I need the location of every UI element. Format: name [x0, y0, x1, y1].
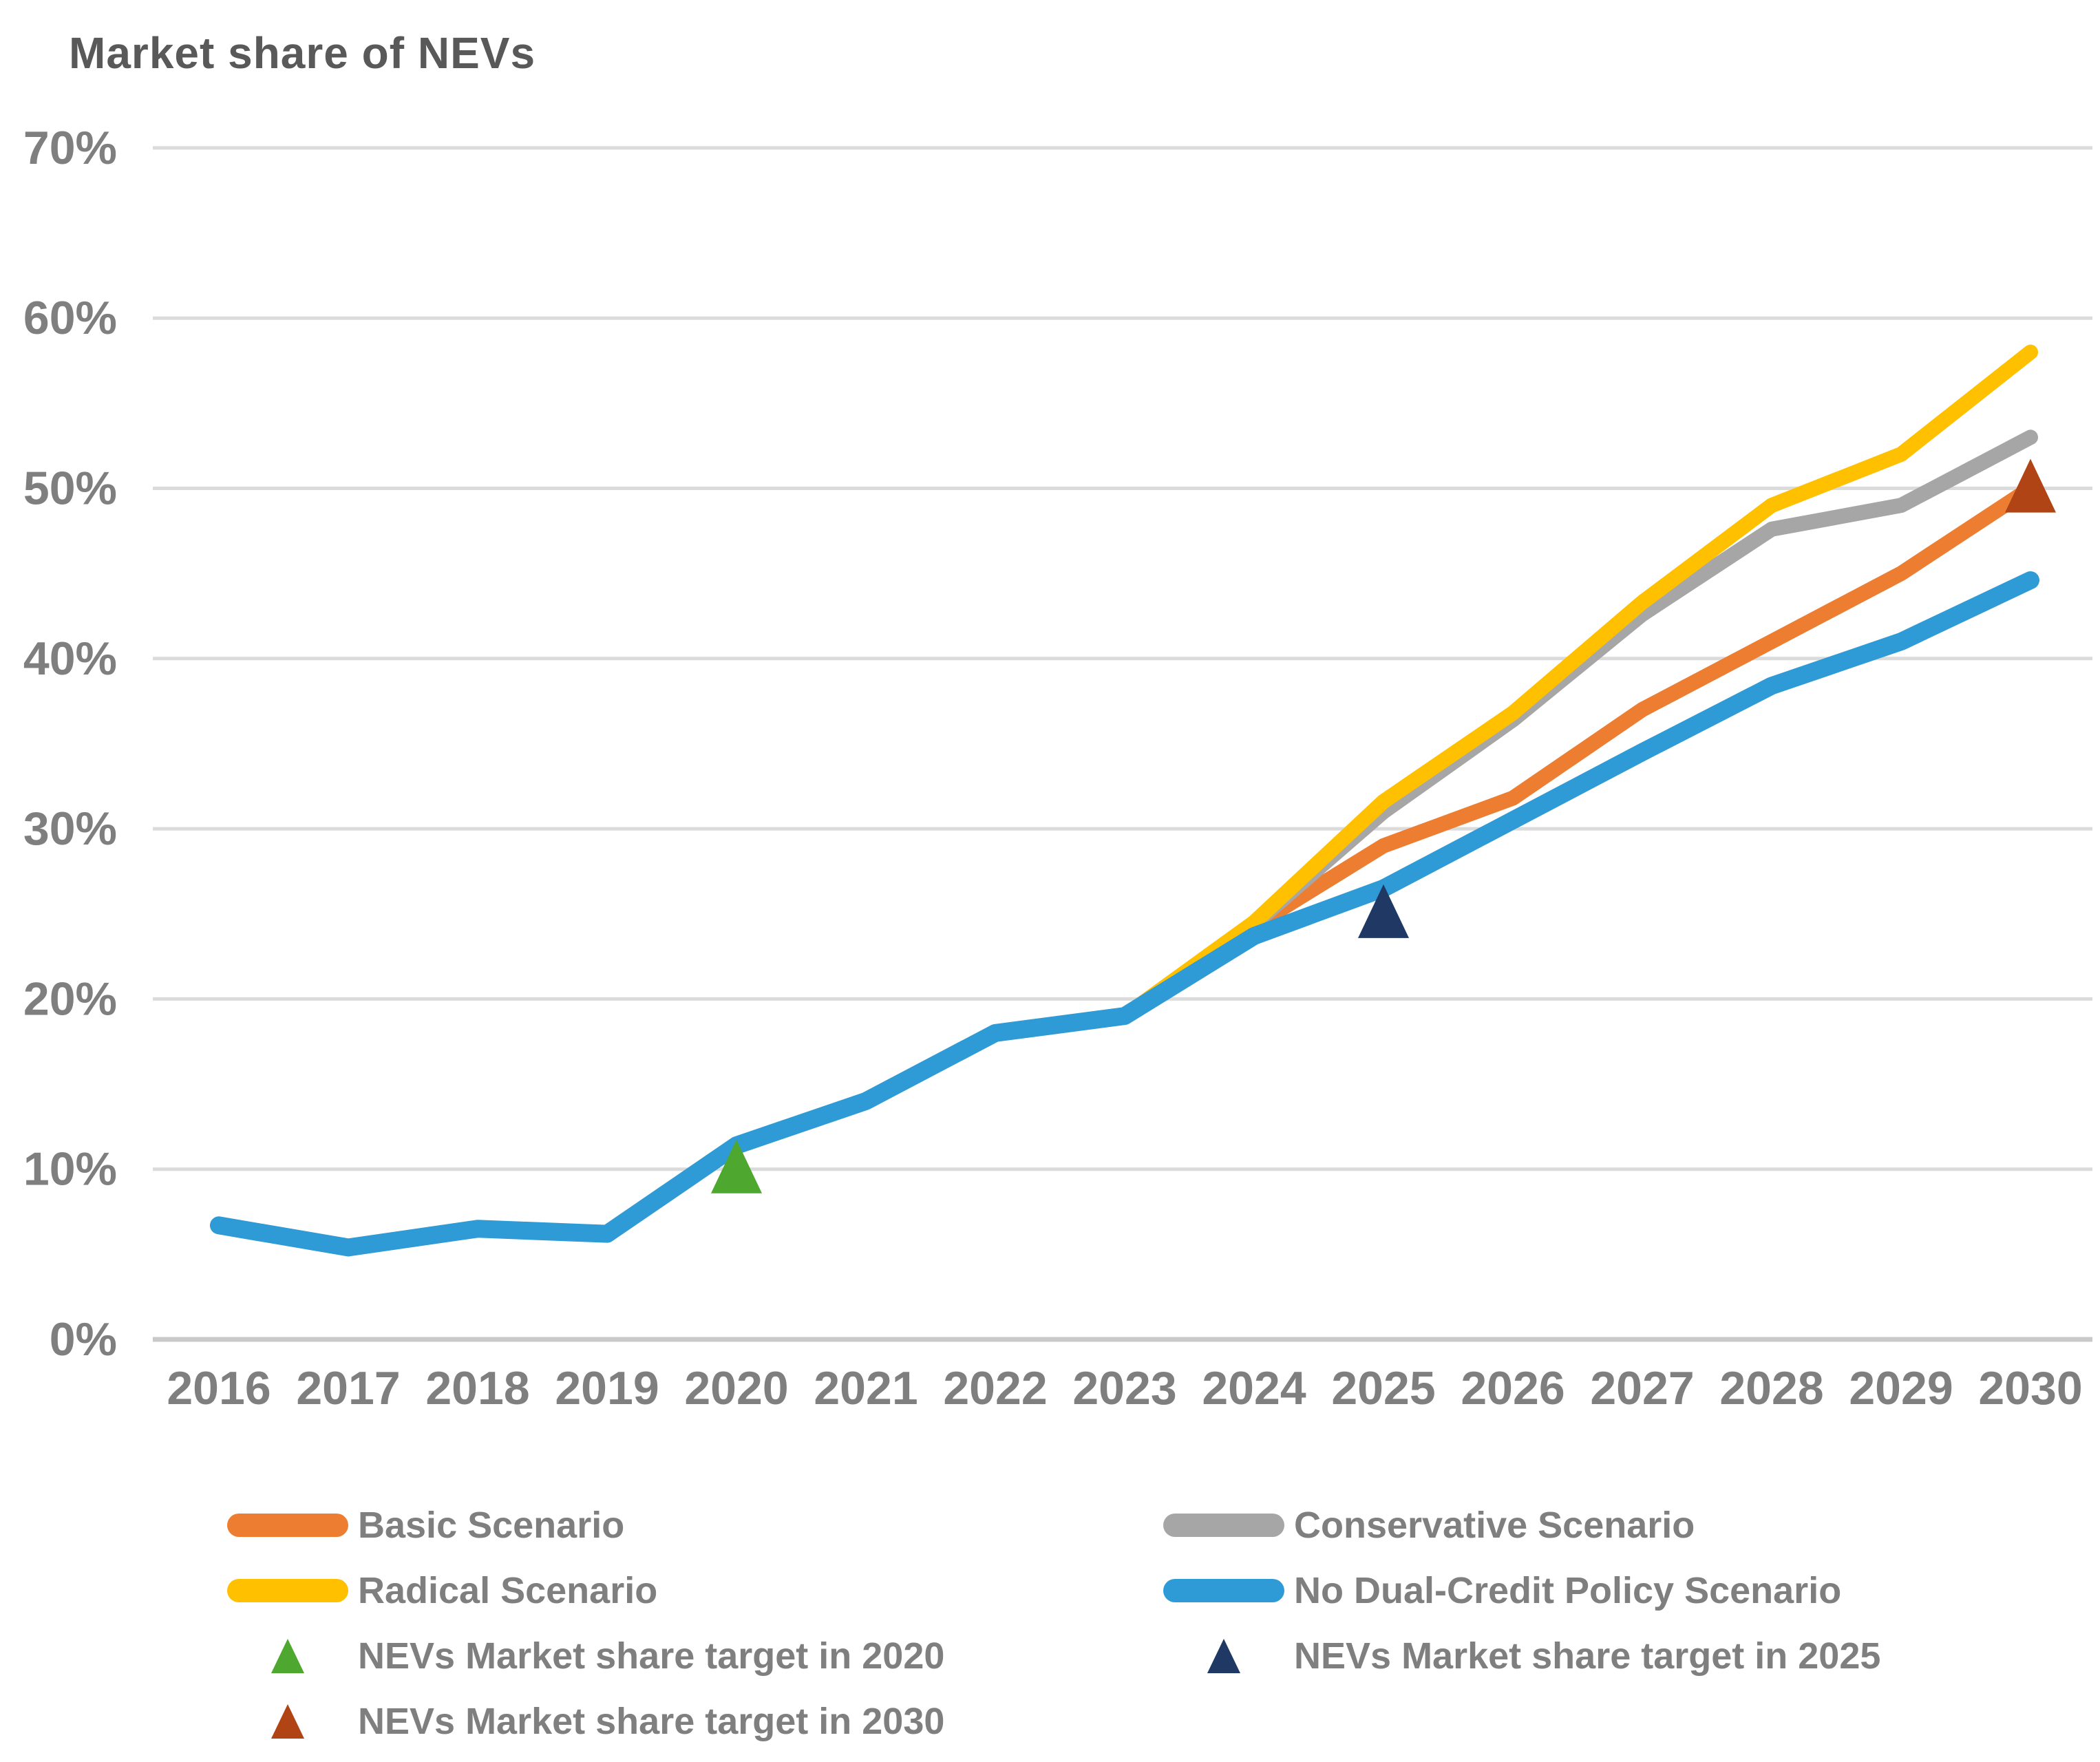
legend-line-swatch	[227, 1513, 348, 1537]
y-tick-label: 40%	[23, 633, 117, 685]
y-tick-label: 30%	[23, 803, 117, 855]
target-marker-nevs-market-share-target-in-2020	[711, 1139, 762, 1193]
legend-line-swatch	[227, 1578, 348, 1602]
x-tick-label: 2029	[1849, 1362, 1953, 1414]
triangle-swatch-shape	[271, 1638, 304, 1673]
line-swatch-shape	[1163, 1513, 1284, 1537]
x-tick-label: 2030	[1978, 1362, 2082, 1414]
x-tick-label: 2024	[1202, 1362, 1306, 1414]
legend-item-nevs-market-share-target-in-2030: NEVs Market share target in 2030	[227, 1688, 1163, 1754]
chart-title: Market share of NEVs	[69, 28, 536, 78]
y-tick-label: 10%	[23, 1143, 117, 1196]
target-marker-nevs-market-share-target-in-2030	[2005, 458, 2056, 513]
series-line-basic-scenario	[211, 480, 2038, 1255]
legend-label: No Dual-Credit Policy Scenario	[1294, 1569, 1842, 1611]
x-tick-label: 2019	[555, 1362, 659, 1414]
x-tick-label: 2018	[425, 1362, 529, 1414]
y-tick-label: 20%	[23, 973, 117, 1025]
x-tick-label: 2016	[167, 1362, 271, 1414]
legend-line-swatch	[1163, 1513, 1284, 1537]
y-tick-label: 50%	[23, 463, 117, 515]
legend-label: NEVs Market share target in 2030	[358, 1700, 945, 1742]
y-tick-label: 60%	[23, 292, 117, 344]
legend-item-nevs-market-share-target-in-2020: NEVs Market share target in 2020	[227, 1623, 1163, 1688]
legend-triangle-icon	[227, 1703, 348, 1739]
legend-label: Conservative Scenario	[1294, 1504, 1695, 1546]
legend-item-basic-scenario: Basic Scenario	[227, 1492, 1163, 1558]
line-swatch-shape	[227, 1578, 348, 1602]
legend-line-swatch	[1163, 1578, 1284, 1602]
x-tick-label: 2020	[684, 1362, 788, 1414]
x-tick-label: 2025	[1331, 1362, 1435, 1414]
x-tick-label: 2021	[814, 1362, 918, 1414]
legend-label: NEVs Market share target in 2020	[358, 1635, 945, 1677]
y-tick-label: 0%	[50, 1313, 117, 1366]
legend-item-nevs-market-share-target-in-2025: NEVs Market share target in 2025	[1163, 1623, 1880, 1688]
legend-triangle-icon	[1163, 1638, 1284, 1673]
legend-item-radical-scenario: Radical Scenario	[227, 1558, 1163, 1623]
legend-label: Radical Scenario	[358, 1569, 658, 1611]
triangle-swatch-shape	[271, 1703, 304, 1739]
x-tick-label: 2022	[943, 1362, 1047, 1414]
x-tick-label: 2017	[296, 1362, 400, 1414]
legend-item-conservative-scenario: Conservative Scenario	[1163, 1492, 1880, 1558]
x-tick-label: 2026	[1461, 1362, 1565, 1414]
x-tick-label: 2023	[1072, 1362, 1176, 1414]
series-line-radical-scenario	[211, 344, 2038, 1255]
series-line-conservative-scenario	[211, 429, 2038, 1255]
line-swatch-shape	[227, 1513, 348, 1537]
line-swatch-shape	[1163, 1578, 1284, 1602]
y-tick-label: 70%	[23, 122, 117, 174]
legend-item-no-dual-credit-policy-scenario: No Dual-Credit Policy Scenario	[1163, 1558, 1880, 1623]
triangle-swatch-shape	[1207, 1638, 1240, 1673]
x-tick-label: 2028	[1719, 1362, 1823, 1414]
legend-triangle-icon	[227, 1638, 348, 1673]
x-tick-label: 2027	[1590, 1362, 1694, 1414]
series-line-no-dual-credit-policy-scenario	[210, 571, 2039, 1257]
legend-label: Basic Scenario	[358, 1504, 625, 1546]
legend: Basic Scenario Conservative Scenario Radic…	[227, 1492, 1880, 1754]
legend-label: NEVs Market share target in 2025	[1294, 1635, 1881, 1677]
target-marker-nevs-market-share-target-in-2025	[1358, 884, 1409, 938]
